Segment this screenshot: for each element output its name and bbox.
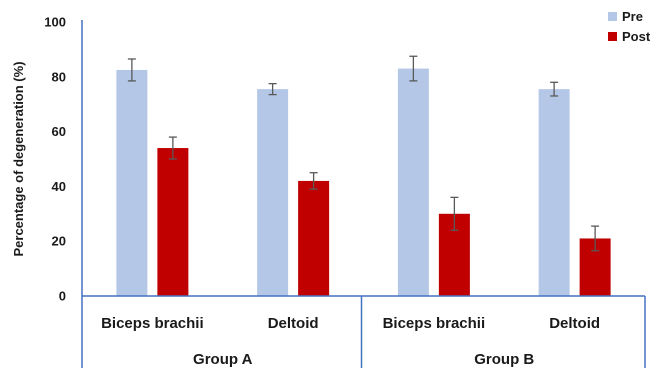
x-category-label: Deltoid — [549, 315, 600, 332]
y-tick-label: 100 — [44, 15, 66, 30]
legend-swatch-pre — [608, 12, 617, 21]
bar-pre-2 — [397, 68, 429, 296]
y-tick-label: 20 — [52, 234, 66, 249]
legend-swatch-post — [608, 32, 617, 41]
legend-label-post: Post — [622, 29, 651, 44]
bar-post-1 — [298, 180, 330, 296]
y-tick-label: 80 — [52, 69, 66, 84]
bars-layer — [116, 55, 611, 296]
y-tick-label: 60 — [52, 124, 66, 139]
group-label: Group B — [474, 351, 534, 368]
y-tick-label: 40 — [52, 179, 66, 194]
bar-post-0 — [157, 148, 189, 296]
legend-label-pre: Pre — [622, 9, 643, 24]
bar-pre-0 — [116, 69, 148, 296]
y-axis-label: Percentage of degeneration (%) — [11, 61, 26, 256]
x-category-label: Deltoid — [268, 315, 319, 332]
bar-pre-1 — [257, 89, 289, 296]
axis-layer: Percentage of degeneration (%) 0 20 40 60 80 1… — [11, 15, 646, 368]
group-label: Group A — [193, 351, 253, 368]
x-category-label: Biceps brachii — [101, 315, 204, 332]
x-category-label: Biceps brachii — [383, 315, 486, 332]
y-tick-label: 0 — [59, 289, 66, 304]
bar-pre-3 — [538, 89, 570, 296]
legend: Pre Post — [608, 9, 651, 44]
